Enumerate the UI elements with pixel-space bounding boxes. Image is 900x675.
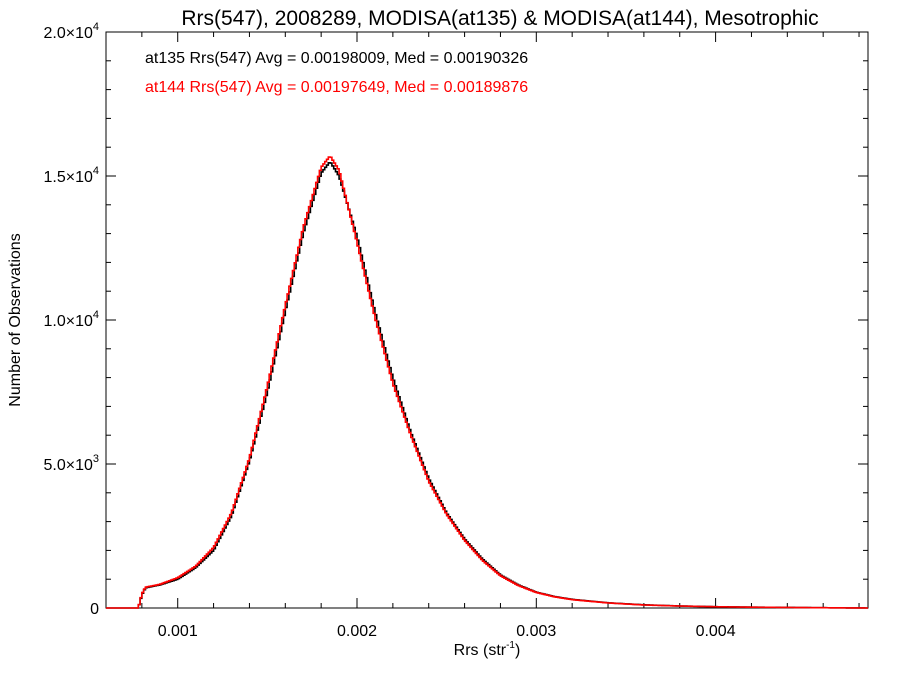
y-tick-label: 1.5×104 bbox=[43, 165, 99, 186]
legend-entry-at144: at144 Rrs(547) Avg = 0.00197649, Med = 0… bbox=[145, 79, 528, 96]
plot-frame bbox=[105, 31, 869, 609]
y-tick-label: 2.0×104 bbox=[43, 21, 99, 42]
x-tick-label: 0.001 bbox=[158, 623, 198, 640]
y-tick-label: 0 bbox=[90, 601, 99, 618]
y-tick-label: 5.0×103 bbox=[43, 453, 99, 474]
y-axis-ticks: 0 5.0×103 1.0×104 1.5×104 2.0×104 bbox=[43, 21, 868, 618]
series-lines bbox=[106, 156, 868, 609]
y-tick-label: 1.0×104 bbox=[43, 309, 99, 330]
x-tick-label: 0.003 bbox=[516, 623, 556, 640]
legend-entry-at135: at135 Rrs(547) Avg = 0.00198009, Med = 0… bbox=[145, 50, 528, 67]
y-axis-label: Number of Observations bbox=[7, 233, 24, 406]
x-axis-label: Rrs (str-1) bbox=[454, 640, 521, 659]
x-axis-ticks: 0.001 0.002 0.003 0.004 bbox=[105, 32, 860, 640]
chart-title: Rrs(547), 2008289, MODISA(at135) & MODIS… bbox=[181, 7, 818, 30]
x-tick-label: 0.004 bbox=[696, 623, 736, 640]
series-line-at135 bbox=[106, 161, 868, 609]
series-line-at144 bbox=[106, 156, 868, 609]
x-tick-label: 0.002 bbox=[337, 623, 377, 640]
